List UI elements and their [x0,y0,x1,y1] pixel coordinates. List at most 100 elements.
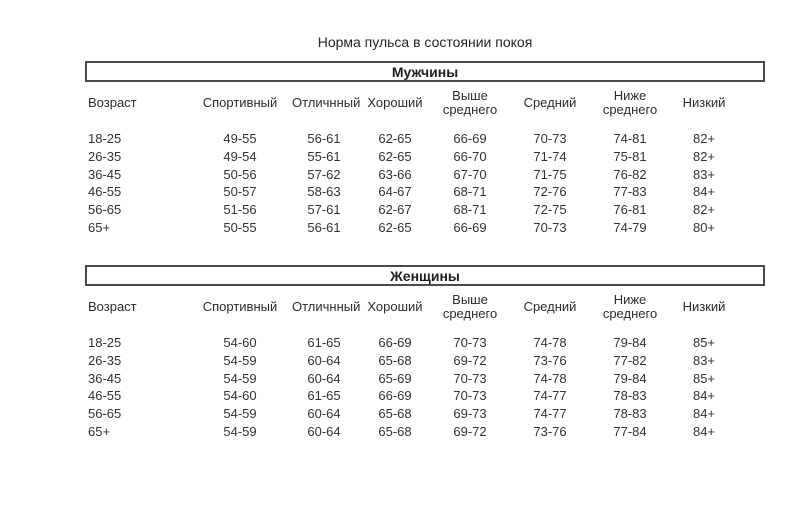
women-table-section: Женщины Возраст Спортивный Отличнный Хороши… [85,265,765,440]
cell: 46-55 [88,184,122,200]
column-header: Хороший [367,95,423,110]
cell: 66-69 [378,335,412,351]
column-header: Выше среднего [442,292,498,321]
table-row: 26-35 54-59 60-64 65-68 69-72 73-76 77-82 83+ [85,352,740,370]
column-header: Возраст [88,299,137,314]
cell: 68-71 [453,202,487,218]
column-header: Низкий [682,95,726,110]
cell: 56-61 [307,131,341,147]
cell: 49-54 [223,149,257,165]
cell: 60-64 [307,406,341,422]
cell: 65-68 [378,423,412,439]
cell: 26-35 [88,353,122,369]
cell: 55-61 [307,149,341,165]
column-header: Ниже среднего [602,292,658,321]
cell: 84+ [692,423,716,439]
table-row: 18-25 49-55 56-61 62-65 66-69 70-73 74-81 82+ [85,124,740,148]
cell: 82+ [692,131,716,147]
column-header: Спортивный [202,299,278,314]
cell: 74-81 [613,131,647,147]
cell: 69-72 [453,353,487,369]
cell: 82+ [692,149,716,165]
cell: 62-65 [378,131,412,147]
women-table-title: Женщины [390,267,460,284]
cell: 73-76 [533,423,567,439]
cell: 84+ [692,388,716,404]
cell: 65+ [88,219,111,235]
cell: 62-67 [378,202,412,218]
cell: 83+ [692,353,716,369]
cell: 72-75 [533,202,567,218]
cell: 76-82 [613,166,647,182]
cell: 56-65 [88,406,122,422]
cell: 67-70 [453,166,487,182]
cell: 54-59 [223,370,257,386]
men-table-title: Мужчины [391,63,459,80]
cell: 76-81 [613,202,647,218]
table-row: 18-25 54-60 61-65 66-69 70-73 74-78 79-84 85+ [85,328,740,352]
cell: 70-73 [453,370,487,386]
cell: 50-57 [223,184,257,200]
table-row: 65+ 54-59 60-64 65-68 69-72 73-76 77-84 84+ [85,422,740,440]
cell: 61-65 [307,335,341,351]
cell: 58-63 [307,184,341,200]
cell: 69-72 [453,423,487,439]
column-header: Отличнный [292,299,361,314]
cell: 66-69 [453,131,487,147]
cell: 80+ [692,219,716,235]
table-row: 65+ 50-55 56-61 62-65 66-69 70-73 74-79 80+ [85,218,740,236]
men-pulse-table: Возраст Спортивный Отличнный Хороший Выше ср… [85,82,740,236]
cell: 74-77 [533,388,567,404]
cell: 85+ [692,335,716,351]
cell: 50-56 [223,166,257,182]
cell: 54-60 [223,335,257,351]
cell: 65-69 [378,370,412,386]
cell: 71-75 [533,166,567,182]
cell: 66-69 [378,388,412,404]
cell: 74-78 [533,335,567,351]
cell: 77-83 [613,184,647,200]
cell: 78-83 [613,388,647,404]
table-row: 56-65 51-56 57-61 62-67 68-71 72-75 76-81 82+ [85,201,740,219]
cell: 36-45 [88,370,122,386]
cell: 50-55 [223,219,257,235]
table-row: 36-45 54-59 60-64 65-69 70-73 74-78 79-84 85+ [85,369,740,387]
column-header: Средний [523,95,577,110]
women-table-title-box: Женщины [85,265,765,286]
men-header-row: Возраст Спортивный Отличнный Хороший Выше ср… [85,82,740,124]
cell: 26-35 [88,149,122,165]
cell: 57-61 [307,202,341,218]
men-table-section: Мужчины Возраст Спортивный Отличнный Хороши… [85,61,765,236]
column-header: Выше среднего [442,88,498,117]
cell: 79-84 [613,370,647,386]
cell: 69-73 [453,406,487,422]
cell: 72-76 [533,184,567,200]
cell: 74-77 [533,406,567,422]
cell: 49-55 [223,131,257,147]
cell: 66-70 [453,149,487,165]
cell: 61-65 [307,388,341,404]
cell: 56-65 [88,202,122,218]
cell: 60-64 [307,353,341,369]
cell: 77-82 [613,353,647,369]
women-pulse-table: Возраст Спортивный Отличнный Хороший Выше ср… [85,286,740,440]
column-header: Хороший [367,299,423,314]
cell: 54-59 [223,353,257,369]
column-header: Средний [523,299,577,314]
cell: 54-60 [223,388,257,404]
cell: 51-56 [223,202,257,218]
cell: 85+ [692,370,716,386]
cell: 60-64 [307,370,341,386]
column-header: Возраст [88,95,137,110]
table-row: 56-65 54-59 60-64 65-68 69-73 74-77 78-83 84+ [85,405,740,423]
column-header: Спортивный [202,95,278,110]
cell: 18-25 [88,335,122,351]
cell: 84+ [692,406,716,422]
cell: 77-84 [613,423,647,439]
column-header: Отличнный [292,95,361,110]
cell: 71-74 [533,149,567,165]
cell: 73-76 [533,353,567,369]
cell: 65-68 [378,406,412,422]
cell: 62-65 [378,149,412,165]
table-row: 26-35 49-54 55-61 62-65 66-70 71-74 75-81 82+ [85,148,740,166]
